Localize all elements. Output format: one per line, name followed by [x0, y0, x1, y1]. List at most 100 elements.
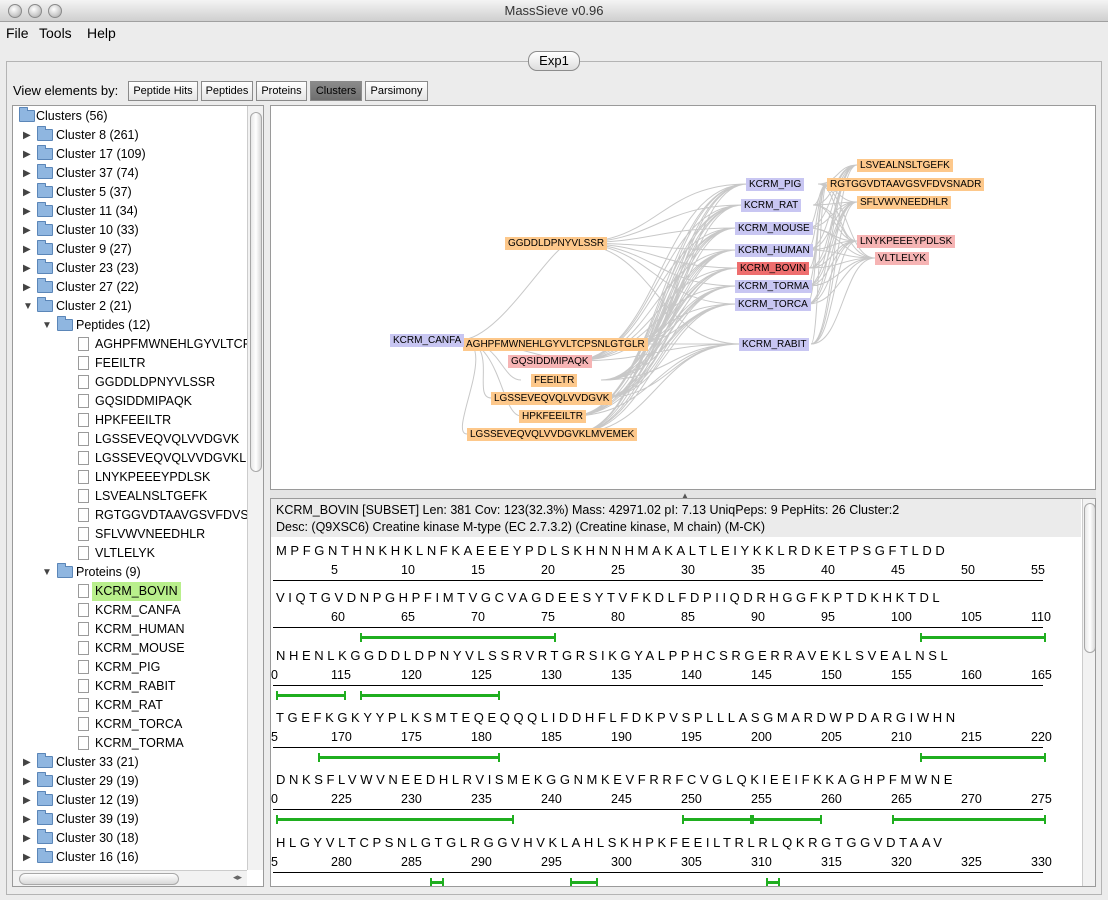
peptide-coverage-bar[interactable] — [920, 753, 1046, 762]
peptide-coverage-bar[interactable] — [920, 633, 1046, 642]
tree-protein-item[interactable]: KCRM_PIG — [15, 658, 255, 677]
peptide-coverage-bar[interactable] — [892, 815, 1046, 824]
tree-protein-item[interactable]: KCRM_TORCA — [15, 715, 255, 734]
expand-arrow-icon[interactable]: ▶ — [23, 757, 31, 768]
tree-peptide-item[interactable]: VLTLELYK — [15, 544, 255, 563]
tree-cluster-item[interactable]: ▶ Cluster 11 (34) — [15, 202, 255, 221]
menu-file[interactable]: File — [6, 25, 29, 41]
minimize-window-button[interactable] — [28, 4, 42, 18]
peptide-coverage-bar[interactable] — [752, 815, 822, 824]
expand-arrow-icon[interactable]: ▶ — [23, 776, 31, 787]
close-window-button[interactable] — [8, 4, 22, 18]
tree-peptide-item[interactable]: LSVEALNSLTGEFK — [15, 487, 255, 506]
tree-peptide-item[interactable]: HPKFEEILTR — [15, 411, 255, 430]
peptide-node[interactable]: GGDDLDPNYVLSSR — [505, 237, 608, 250]
tree-protein-item[interactable]: KCRM_RABIT — [15, 677, 255, 696]
peptide-node[interactable]: VLTLELYK — [875, 252, 929, 265]
expand-arrow-icon[interactable]: ▶ — [23, 852, 31, 863]
protein-node[interactable]: KCRM_MOUSE — [735, 222, 813, 235]
view-peptide-hits-button[interactable]: Peptide Hits — [128, 81, 198, 101]
tree-hscroll-thumb[interactable] — [19, 873, 179, 885]
protein-node[interactable]: KCRM_BOVIN — [737, 262, 810, 275]
tree-cluster-item[interactable]: ▶ Cluster 39 (19) — [15, 810, 255, 829]
detail-vscroll-thumb[interactable] — [1084, 503, 1095, 653]
tab-exp1[interactable]: Exp1 — [528, 51, 580, 71]
tree-root[interactable]: Clusters (56) — [15, 107, 255, 126]
peptide-node[interactable]: LGSSEVEQVQLVVDGVK — [491, 392, 613, 405]
tree-vertical-scrollbar[interactable] — [247, 106, 263, 870]
tree-cluster-item[interactable]: ▶ Cluster 16 (16) — [15, 848, 255, 867]
tree-peptide-item[interactable]: AGHPFMWNEHLGYVLTCPSN — [15, 335, 263, 354]
peptide-node[interactable]: GQSIDDMIPAQK — [508, 355, 592, 368]
protein-node[interactable]: KCRM_TORMA — [735, 280, 812, 293]
tree-protein-item[interactable]: KCRM_MOUSE — [15, 639, 255, 658]
expand-arrow-icon[interactable]: ▶ — [23, 187, 31, 198]
cluster-tree[interactable]: Clusters (56) ▶ Cluster 8 (261) ▶ Cluster 17… — [12, 105, 264, 887]
expand-arrow-icon[interactable]: ▶ — [23, 149, 31, 160]
tree-cluster-item[interactable]: ▶ Cluster 5 (37) — [15, 183, 255, 202]
protein-node[interactable]: KCRM_RAT — [741, 199, 802, 212]
tree-peptide-item[interactable]: RGTGGVDTAAVGSVFDVSNA — [15, 506, 263, 525]
tree-vscroll-thumb[interactable] — [250, 112, 262, 472]
collapse-arrow-icon[interactable]: ▼ — [42, 567, 52, 578]
view-clusters-button[interactable]: Clusters — [310, 81, 362, 101]
peptide-node[interactable]: RGTGGVDTAAVGSVFDVSNADR — [827, 178, 985, 191]
expand-arrow-icon[interactable]: ▶ — [23, 833, 31, 844]
peptide-node[interactable]: AGHPFMWNEHLGYVLTCPSNLGTGLR — [463, 338, 648, 351]
peptide-node[interactable]: LSVEALNSLTGEFK — [857, 159, 953, 172]
expand-arrow-icon[interactable]: ▶ — [23, 130, 31, 141]
tree-cluster-item[interactable]: ▶ Cluster 37 (74) — [15, 164, 255, 183]
tree-peptide-item[interactable]: GQSIDDMIPAQK — [15, 392, 255, 411]
protein-node[interactable]: KCRM_PIG — [746, 178, 805, 191]
peptide-coverage-bar[interactable] — [276, 815, 514, 824]
tree-cluster-item[interactable]: ▶ Cluster 30 (18) — [15, 829, 255, 848]
view-parsimony-button[interactable]: Parsimony — [365, 81, 428, 101]
tree-cluster-item[interactable]: ▶ Cluster 23 (23) — [15, 259, 255, 278]
peptide-coverage-bar[interactable] — [766, 878, 780, 886]
protein-node[interactable]: KCRM_HUMAN — [735, 244, 813, 257]
peptide-coverage-bar[interactable] — [570, 878, 598, 886]
tree-cluster-item[interactable]: ▶ Cluster 12 (19) — [15, 791, 255, 810]
peptide-coverage-bar[interactable] — [360, 633, 556, 642]
peptide-node[interactable]: LGSSEVEQVQLVVDGVKLMVEMEK — [467, 428, 638, 441]
tree-cluster-item[interactable]: ▶ Cluster 8 (261) — [15, 126, 255, 145]
protein-node[interactable]: KCRM_TORCA — [735, 298, 811, 311]
peptide-node[interactable]: FEEILTR — [531, 374, 578, 387]
detail-vertical-scrollbar[interactable] — [1082, 499, 1095, 886]
protein-node[interactable]: KCRM_CANFA — [390, 334, 465, 347]
peptide-coverage-bar[interactable] — [276, 691, 346, 700]
expand-arrow-icon[interactable]: ▶ — [23, 814, 31, 825]
expand-arrow-icon[interactable]: ▶ — [23, 282, 31, 293]
peptide-node[interactable]: SFLVWVNEEDHLR — [857, 196, 952, 209]
collapse-arrow-icon[interactable]: ▼ — [23, 301, 33, 312]
tree-cluster-item[interactable]: ▶ Cluster 33 (21) — [15, 753, 255, 772]
tree-peptide-item[interactable]: FEEILTR — [15, 354, 255, 373]
expand-arrow-icon[interactable]: ▶ — [23, 244, 31, 255]
expand-arrow-icon[interactable]: ▶ — [23, 263, 31, 274]
expand-arrow-icon[interactable]: ▶ — [23, 225, 31, 236]
tree-cluster-item[interactable]: ▶ Cluster 29 (19) — [15, 772, 255, 791]
tree-peptide-item[interactable]: GGDDLDPNYVLSSR — [15, 373, 255, 392]
tree-peptides-folder[interactable]: ▼ Peptides (12) — [15, 316, 255, 335]
peptide-coverage-bar[interactable] — [682, 815, 752, 824]
tree-protein-item[interactable]: KCRM_CANFA — [15, 601, 255, 620]
peptide-node[interactable]: HPKFEEILTR — [519, 410, 586, 423]
collapse-arrow-icon[interactable]: ▼ — [42, 320, 52, 331]
peptide-coverage-bar[interactable] — [430, 878, 444, 886]
cluster-graph[interactable]: LSVEALNSLTGEFK RGTGGVDTAAVGSVFDVSNADR SFLV… — [270, 105, 1096, 490]
peptide-coverage-bar[interactable] — [318, 753, 500, 762]
tree-protein-item[interactable]: KCRM_TORMA — [15, 734, 255, 753]
tree-protein-item[interactable]: KCRM_RAT — [15, 696, 255, 715]
split-pane-divider[interactable] — [270, 490, 1096, 498]
tree-cluster-item[interactable]: ▶ Cluster 27 (22) — [15, 278, 255, 297]
expand-arrow-icon[interactable]: ▶ — [23, 168, 31, 179]
peptide-node[interactable]: LNYKPEEEYPDLSK — [857, 235, 956, 248]
zoom-window-button[interactable] — [48, 4, 62, 18]
menu-help[interactable]: Help — [87, 25, 116, 41]
tree-cluster-item[interactable]: ▶ Cluster 10 (33) — [15, 221, 255, 240]
view-peptides-button[interactable]: Peptides — [201, 81, 253, 101]
tree-protein-item[interactable]: KCRM_HUMAN — [15, 620, 255, 639]
menu-tools[interactable]: Tools — [39, 25, 72, 41]
tree-horizontal-scrollbar[interactable]: ◂▸ — [13, 870, 247, 886]
tree-peptide-item[interactable]: LNYKPEEEYPDLSK — [15, 468, 255, 487]
